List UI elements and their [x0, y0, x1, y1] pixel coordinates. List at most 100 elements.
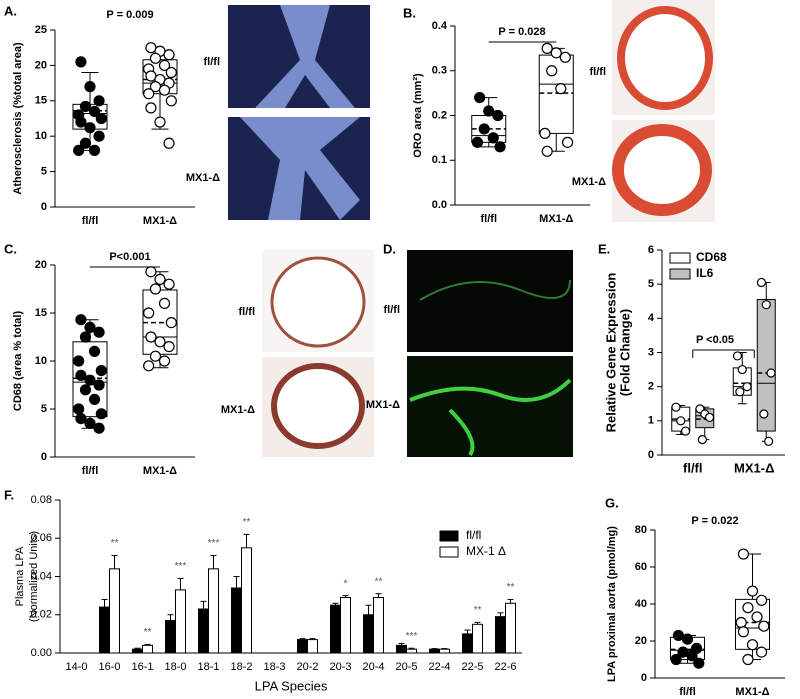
x-tick-label: 16-0: [98, 661, 120, 673]
y-tick-label: 10: [35, 355, 47, 367]
data-point: [735, 616, 747, 629]
bar: [208, 568, 219, 654]
data-point: [84, 81, 96, 93]
data-point: [735, 387, 745, 397]
y-axis-label: LPA proximal aorta (pmol/mg): [606, 526, 618, 682]
image-label: MX1-Δ: [366, 399, 400, 411]
image-label: MX1-Δ: [572, 176, 606, 188]
significance-mark: **: [111, 538, 119, 549]
photo-signal: [409, 378, 572, 457]
y-tick-label: 0: [41, 451, 47, 463]
y-axis-label: ORO area (mm²): [412, 73, 424, 158]
y-tick-label: 5: [648, 278, 654, 290]
y-axis-label: (Fold Change): [617, 309, 632, 396]
y-tick-label: 5: [41, 166, 47, 178]
significance-mark: **: [243, 517, 251, 528]
data-point: [158, 59, 171, 72]
data-point: [165, 95, 177, 107]
data-point: [746, 639, 759, 651]
photo-section: [270, 256, 366, 348]
p-value: P<0.001: [109, 251, 150, 263]
bar: [241, 547, 252, 654]
y-tick-label: 20: [35, 259, 47, 271]
data-point: [79, 100, 92, 113]
significance-mark: *: [344, 578, 348, 589]
legend-label: fl/fl: [466, 528, 481, 542]
data-point: [79, 331, 92, 343]
data-point: [75, 116, 87, 128]
data-point: [145, 266, 157, 278]
x-tick-label: fl/fl: [679, 686, 696, 698]
p-value: P = 0.028: [498, 26, 545, 38]
data-point: [95, 365, 107, 377]
data-point: [494, 141, 506, 153]
bar: [340, 597, 351, 654]
y-tick-label: 0.06: [31, 532, 52, 544]
panel-letter: D.: [383, 241, 396, 256]
y-axis-label: Atherosclerosis (%total area): [12, 42, 24, 195]
bar: [99, 606, 110, 654]
data-point: [676, 416, 686, 426]
data-point: [88, 345, 101, 357]
legend-label: MX-1 Δ: [466, 544, 506, 558]
photos: [228, 0, 715, 457]
significance-mark: **: [507, 582, 515, 593]
p-value: P <0.05: [696, 334, 734, 346]
panel-letter: E.: [598, 241, 610, 256]
x-tick-label: MX1-Δ: [539, 213, 573, 225]
data-point: [704, 412, 715, 423]
data-point: [149, 52, 162, 64]
data-point: [697, 435, 707, 445]
image-label: fl/fl: [239, 306, 256, 318]
y-tick-label: 0: [641, 672, 647, 684]
data-point: [79, 137, 92, 149]
x-tick-label: MX1-Δ: [734, 460, 774, 475]
box: [538, 54, 574, 134]
data-point: [158, 84, 171, 96]
data-point: [143, 360, 155, 372]
bar: [406, 648, 417, 654]
significance-mark: ***: [175, 561, 187, 572]
photo-signal: [419, 279, 571, 301]
x-tick-label: 18-3: [263, 661, 285, 673]
bar: [505, 602, 516, 654]
data-point: [163, 137, 175, 149]
data-point: [93, 130, 105, 142]
y-tick-label: 80: [635, 524, 647, 536]
data-point: [755, 594, 768, 606]
data-point: [751, 611, 763, 623]
y-tick-label: 0: [41, 201, 47, 213]
data-point: [737, 364, 747, 375]
x-tick-label: fl/fl: [82, 215, 99, 227]
x-tick-label: 20-4: [362, 661, 384, 673]
data-point: [758, 620, 770, 632]
data-point: [474, 91, 486, 104]
photo: [407, 356, 573, 457]
data-point: [79, 384, 92, 396]
photo-section: [271, 363, 365, 449]
y-tick-label: 20: [35, 59, 47, 71]
x-tick-label: 18-1: [197, 661, 219, 673]
panel-letter: G.: [605, 495, 619, 510]
data-point: [761, 300, 771, 310]
data-point: [163, 49, 175, 61]
data-point: [84, 417, 96, 429]
data-point: [84, 374, 96, 386]
data-point: [693, 657, 705, 669]
bar: [330, 604, 341, 654]
x-tick-label: 22-4: [428, 661, 450, 673]
bar: [165, 619, 176, 654]
data-point: [149, 283, 162, 295]
data-point: [95, 112, 107, 125]
data-point: [487, 132, 499, 144]
data-point: [93, 326, 105, 338]
data-point: [732, 351, 743, 361]
bar: [198, 608, 209, 654]
y-tick-label: 0.02: [31, 609, 52, 621]
y-tick-label: 3: [648, 346, 654, 358]
data-point: [75, 369, 87, 381]
data-point: [154, 116, 166, 128]
x-tick-label: 22-6: [494, 661, 516, 673]
data-point: [559, 51, 571, 63]
data-point: [75, 314, 87, 326]
